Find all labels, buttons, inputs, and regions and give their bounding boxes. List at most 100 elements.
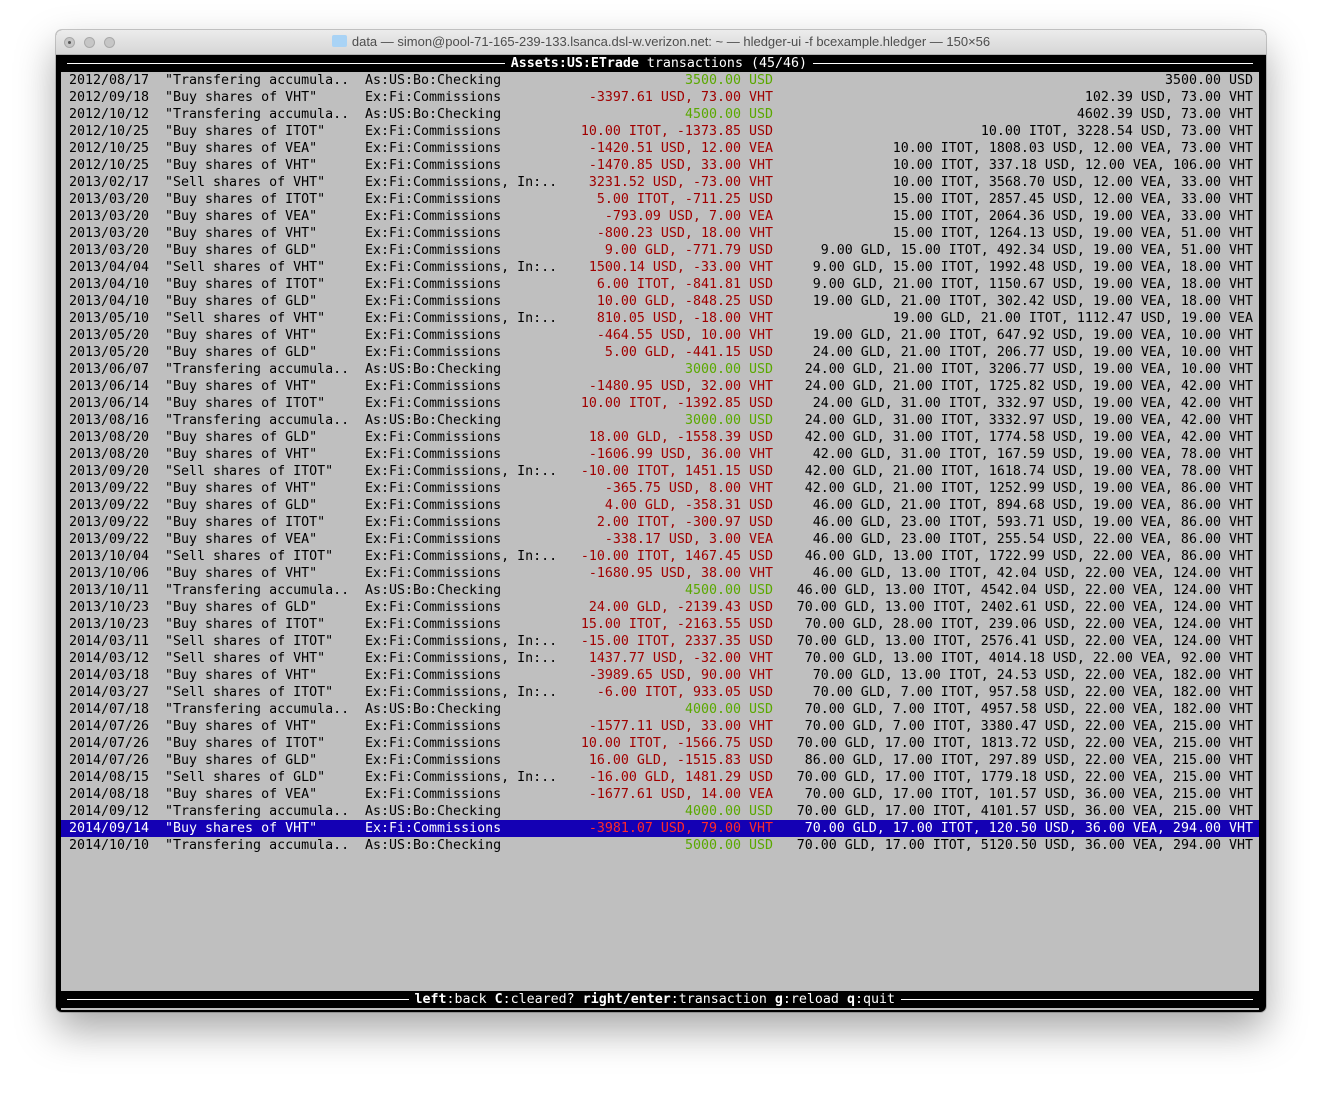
- amount-cell: 10.00 ITOT, -1392.85 USD: [580, 396, 773, 411]
- transaction-row[interactable]: 2012/10/25 "Buy shares of VEA" Ex:Fi:Commi…: [61, 140, 1259, 157]
- transaction-row[interactable]: 2013/03/20 "Buy shares of ITOT" Ex:Fi:Comm…: [61, 191, 1259, 208]
- amount-cell: -1680.95 USD, 38.00 VHT: [588, 566, 773, 581]
- transaction-row[interactable]: 2014/03/18 "Buy shares of VHT" Ex:Fi:Commi…: [61, 667, 1259, 684]
- balance-cell: 10.00 ITOT, 3228.54 USD, 73.00 VHT: [980, 124, 1253, 139]
- transaction-row[interactable]: 2013/05/20 "Buy shares of VHT" Ex:Fi:Commi…: [61, 327, 1259, 344]
- close-button[interactable]: [64, 37, 75, 48]
- amount-cell: 24.00 GLD, -2139.43 USD: [588, 600, 773, 615]
- transaction-row[interactable]: 2013/03/20 "Buy shares of VEA" Ex:Fi:Commi…: [61, 208, 1259, 225]
- key-action: quit: [862, 992, 895, 1007]
- balance-cell: 70.00 GLD, 7.00 ITOT, 957.58 USD, 22.00 …: [812, 685, 1253, 700]
- transaction-row[interactable]: 2014/08/15 "Sell shares of GLD" Ex:Fi:Comm…: [61, 769, 1259, 786]
- balance-cell: 19.00 GLD, 21.00 ITOT, 1112.47 USD, 19.0…: [892, 311, 1253, 326]
- transaction-row[interactable]: 2013/09/22 "Buy shares of VEA" Ex:Fi:Commi…: [61, 531, 1259, 548]
- balance-cell: 42.00 GLD, 21.00 ITOT, 1618.74 USD, 19.0…: [804, 464, 1253, 479]
- account-cell: Ex:Fi:Commissions: [365, 498, 502, 513]
- amount-cell: -800.23 USD, 18.00 VHT: [596, 226, 773, 241]
- transaction-row[interactable]: 2014/03/11 "Sell shares of ITOT" Ex:Fi:Com…: [61, 633, 1259, 650]
- transaction-row[interactable]: 2014/07/26 "Buy shares of VHT" Ex:Fi:Commi…: [61, 718, 1259, 735]
- transaction-row[interactable]: 2014/07/26 "Buy shares of ITOT" Ex:Fi:Comm…: [61, 735, 1259, 752]
- transaction-row[interactable]: 2013/09/20 "Sell shares of ITOT" Ex:Fi:Com…: [61, 463, 1259, 480]
- description-cell: "Buy shares of GLD": [165, 345, 318, 360]
- transaction-row[interactable]: 2014/03/27 "Sell shares of ITOT" Ex:Fi:Com…: [61, 684, 1259, 701]
- account-cell: As:US:Bo:Checking: [365, 413, 502, 428]
- amount-cell: 4500.00 USD: [684, 583, 773, 598]
- date-cell: 2013/09/22: [69, 515, 150, 530]
- description-cell: "Sell shares of VHT": [165, 311, 326, 326]
- date-cell: 2014/09/14: [69, 821, 150, 836]
- balance-cell: 3500.00 USD: [1164, 73, 1253, 88]
- key-separator: :: [670, 992, 679, 1007]
- transaction-row[interactable]: 2013/06/14 "Buy shares of ITOT" Ex:Fi:Comm…: [61, 395, 1259, 412]
- transaction-row[interactable]: 2013/04/10 "Buy shares of ITOT" Ex:Fi:Comm…: [61, 276, 1259, 293]
- zoom-button[interactable]: [104, 37, 115, 48]
- footer-rule: [67, 999, 409, 1000]
- description-cell: "Buy shares of GLD": [165, 600, 318, 615]
- transaction-row-selected[interactable]: 2014/09/14 "Buy shares of VHT" Ex:Fi:Commi…: [61, 820, 1259, 837]
- transaction-row[interactable]: 2013/08/20 "Buy shares of VHT" Ex:Fi:Commi…: [61, 446, 1259, 463]
- transaction-row[interactable]: 2013/05/10 "Sell shares of VHT" Ex:Fi:Comm…: [61, 310, 1259, 327]
- balance-cell: 9.00 GLD, 15.00 ITOT, 1992.48 USD, 19.00…: [812, 260, 1253, 275]
- date-cell: 2013/06/14: [69, 396, 150, 411]
- transaction-row[interactable]: 2014/10/10 "Transfering accumula.. As:US:B…: [61, 837, 1259, 854]
- date-cell: 2013/05/10: [69, 311, 150, 326]
- transaction-row[interactable]: 2013/04/04 "Sell shares of VHT" Ex:Fi:Comm…: [61, 259, 1259, 276]
- transaction-row[interactable]: 2013/10/06 "Buy shares of VHT" Ex:Fi:Commi…: [61, 565, 1259, 582]
- transaction-row[interactable]: 2013/09/22 "Buy shares of GLD" Ex:Fi:Commi…: [61, 497, 1259, 514]
- hledger-ui-screen[interactable]: Assets:US:ETrade transactions (45/46) 20…: [61, 55, 1259, 1010]
- account-cell: Ex:Fi:Commissions: [365, 617, 502, 632]
- account-cell: Ex:Fi:Commissions: [365, 345, 502, 360]
- balance-cell: 24.00 GLD, 31.00 ITOT, 332.97 USD, 19.00…: [812, 396, 1253, 411]
- date-cell: 2013/05/20: [69, 345, 150, 360]
- transaction-row[interactable]: 2014/07/26 "Buy shares of GLD" Ex:Fi:Commi…: [61, 752, 1259, 769]
- transaction-row[interactable]: 2013/03/20 "Buy shares of VHT" Ex:Fi:Commi…: [61, 225, 1259, 242]
- transaction-row[interactable]: 2013/02/17 "Sell shares of VHT" Ex:Fi:Comm…: [61, 174, 1259, 191]
- transaction-row[interactable]: 2013/09/22 "Buy shares of VHT" Ex:Fi:Commi…: [61, 480, 1259, 497]
- transaction-row[interactable]: 2012/10/12 "Transfering accumula.. As:US:B…: [61, 106, 1259, 123]
- transaction-row[interactable]: 2013/10/11 "Transfering accumula.. As:US:B…: [61, 582, 1259, 599]
- description-cell: "Buy shares of VHT": [165, 668, 318, 683]
- amount-cell: -3981.07 USD, 79.00 VHT: [588, 821, 773, 836]
- transaction-row[interactable]: 2013/10/23 "Buy shares of GLD" Ex:Fi:Commi…: [61, 599, 1259, 616]
- transaction-row[interactable]: 2012/10/25 "Buy shares of ITOT" Ex:Fi:Comm…: [61, 123, 1259, 140]
- transaction-row[interactable]: 2013/06/14 "Buy shares of VHT" Ex:Fi:Commi…: [61, 378, 1259, 395]
- balance-cell: 86.00 GLD, 17.00 ITOT, 297.89 USD, 22.00…: [804, 753, 1253, 768]
- transaction-row[interactable]: 2012/09/18 "Buy shares of VHT" Ex:Fi:Commi…: [61, 89, 1259, 106]
- transaction-row[interactable]: 2014/07/18 "Transfering accumula.. As:US:B…: [61, 701, 1259, 718]
- balance-cell: 24.00 GLD, 21.00 ITOT, 206.77 USD, 19.00…: [812, 345, 1253, 360]
- transaction-row[interactable]: 2013/05/20 "Buy shares of GLD" Ex:Fi:Commi…: [61, 344, 1259, 361]
- transaction-row[interactable]: 2013/08/20 "Buy shares of GLD" Ex:Fi:Commi…: [61, 429, 1259, 446]
- balance-cell: 70.00 GLD, 28.00 ITOT, 239.06 USD, 22.00…: [804, 617, 1253, 632]
- balance-cell: 46.00 GLD, 13.00 ITOT, 4542.04 USD, 22.0…: [796, 583, 1253, 598]
- amount-cell: 10.00 ITOT, -1373.85 USD: [580, 124, 773, 139]
- account-cell: As:US:Bo:Checking: [365, 107, 502, 122]
- transaction-row[interactable]: 2013/10/04 "Sell shares of ITOT" Ex:Fi:Com…: [61, 548, 1259, 565]
- date-cell: 2014/03/27: [69, 685, 150, 700]
- account-cell: Ex:Fi:Commissions, In:..: [365, 685, 558, 700]
- key-action: transaction: [678, 992, 767, 1007]
- transaction-row[interactable]: 2014/09/12 "Transfering accumula.. As:US:B…: [61, 803, 1259, 820]
- transaction-row[interactable]: 2013/03/20 "Buy shares of GLD" Ex:Fi:Commi…: [61, 242, 1259, 259]
- transaction-list[interactable]: 2012/08/17 "Transfering accumula.. As:US:B…: [61, 72, 1259, 854]
- transaction-row[interactable]: 2013/10/23 "Buy shares of ITOT" Ex:Fi:Comm…: [61, 616, 1259, 633]
- balance-cell: 42.00 GLD, 31.00 ITOT, 167.59 USD, 19.00…: [812, 447, 1253, 462]
- key-cleared: C: [494, 992, 503, 1007]
- date-cell: 2012/10/25: [69, 141, 150, 156]
- transaction-row[interactable]: 2013/04/10 "Buy shares of GLD" Ex:Fi:Commi…: [61, 293, 1259, 310]
- account-cell: Ex:Fi:Commissions: [365, 787, 502, 802]
- transaction-row[interactable]: 2013/06/07 "Transfering accumula.. As:US:B…: [61, 361, 1259, 378]
- transaction-row[interactable]: 2014/08/18 "Buy shares of VEA" Ex:Fi:Commi…: [61, 786, 1259, 803]
- date-cell: 2012/10/12: [69, 107, 150, 122]
- transaction-row[interactable]: 2012/10/25 "Buy shares of VHT" Ex:Fi:Commi…: [61, 157, 1259, 174]
- transaction-row[interactable]: 2013/08/16 "Transfering accumula.. As:US:B…: [61, 412, 1259, 429]
- date-cell: 2013/04/10: [69, 294, 150, 309]
- balance-cell: 42.00 GLD, 31.00 ITOT, 1774.58 USD, 19.0…: [804, 430, 1253, 445]
- transaction-row[interactable]: 2013/09/22 "Buy shares of ITOT" Ex:Fi:Comm…: [61, 514, 1259, 531]
- description-cell: "Transfering accumula..: [165, 804, 350, 819]
- transaction-row[interactable]: 2014/03/12 "Sell shares of VHT" Ex:Fi:Comm…: [61, 650, 1259, 667]
- minimize-button[interactable]: [84, 37, 95, 48]
- date-cell: 2014/03/11: [69, 634, 150, 649]
- date-cell: 2012/09/18: [69, 90, 150, 105]
- key-transaction: right/enter: [582, 992, 671, 1007]
- transaction-row[interactable]: 2012/08/17 "Transfering accumula.. As:US:B…: [61, 72, 1259, 89]
